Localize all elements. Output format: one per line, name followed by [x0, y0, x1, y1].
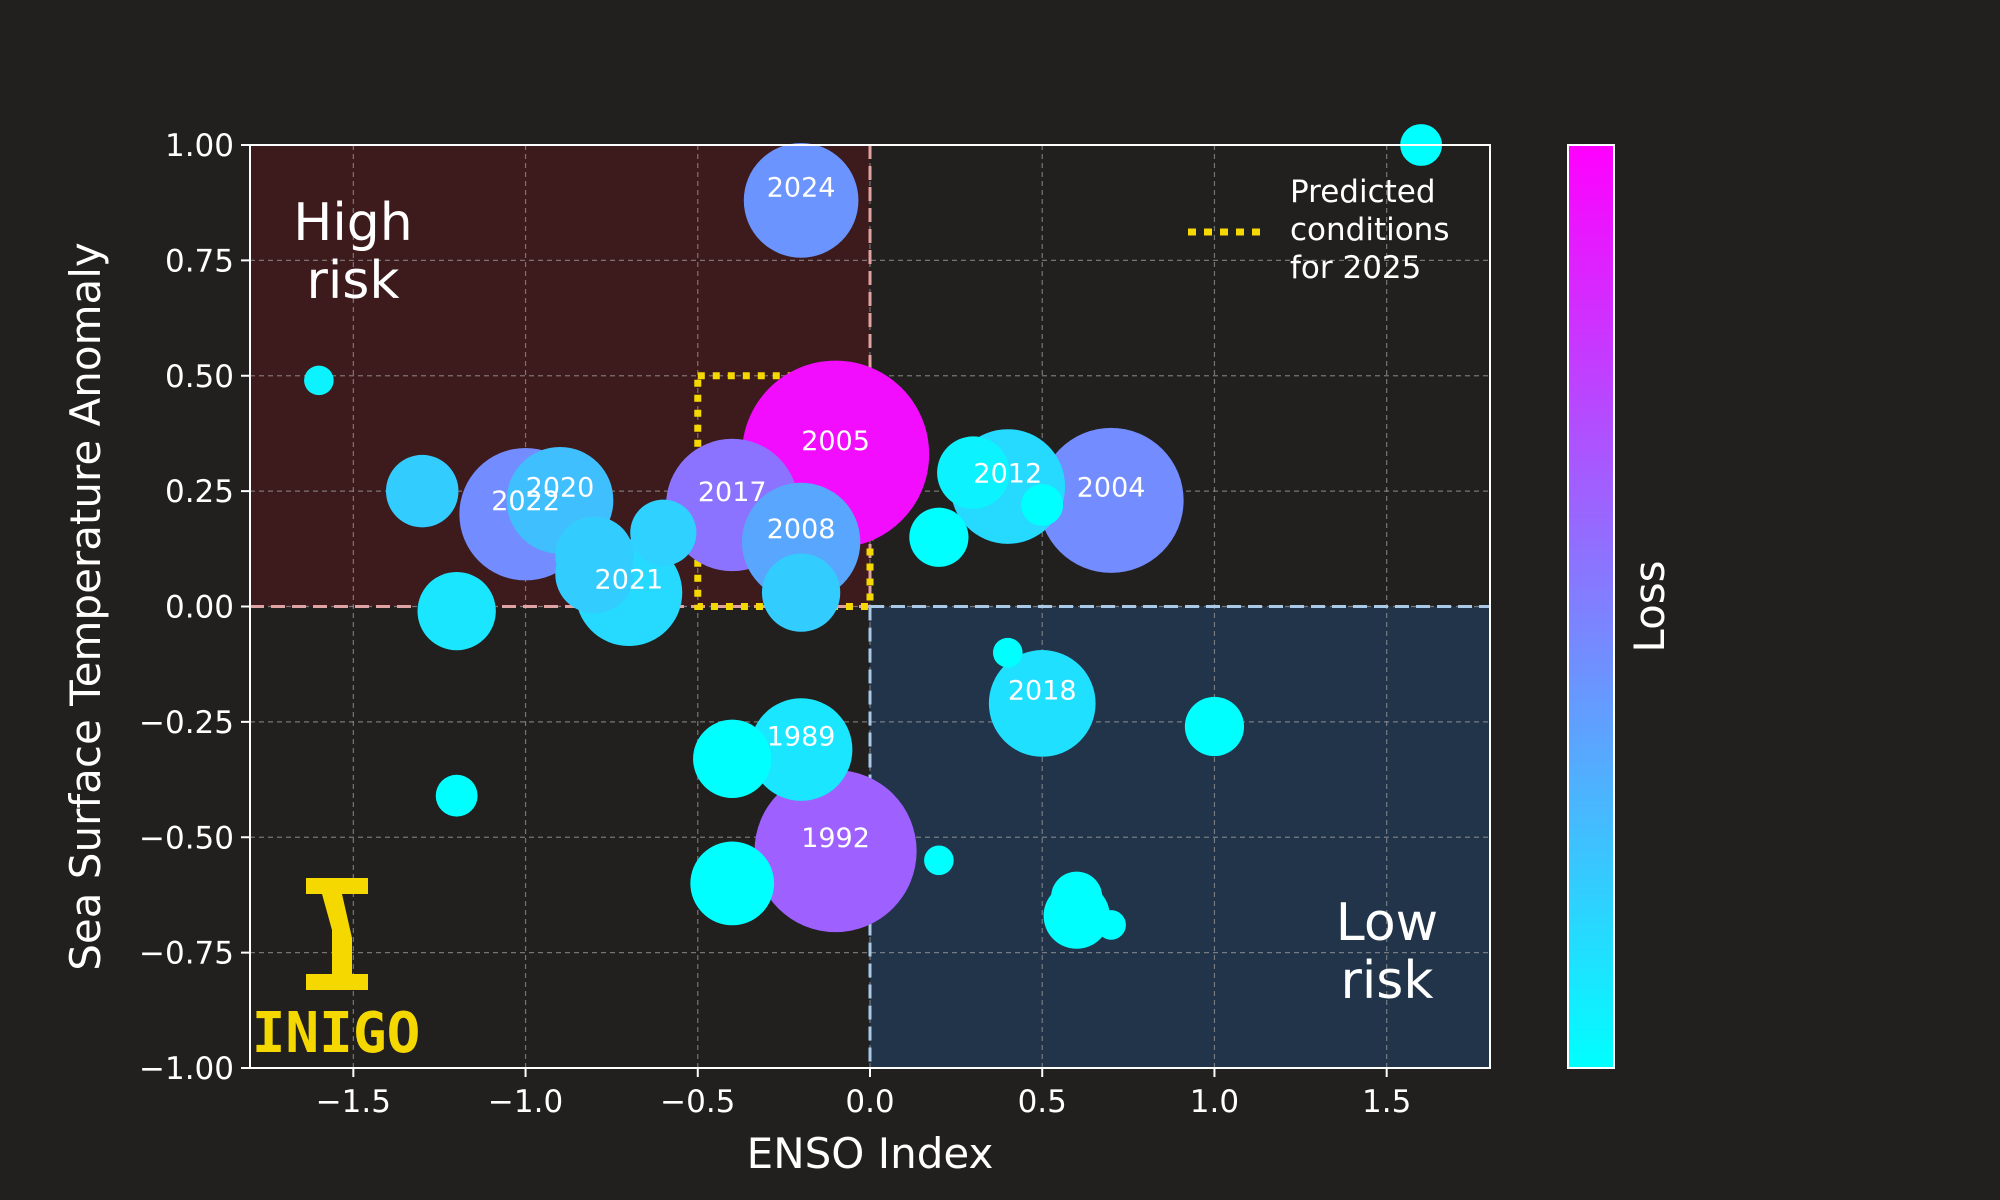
point-2018: [988, 650, 1096, 757]
year-label-1989: 1989: [767, 722, 836, 753]
point: [1051, 871, 1103, 923]
point-1992: [754, 770, 917, 933]
legend-text-line: conditions: [1290, 212, 1449, 248]
point: [1096, 910, 1126, 940]
colorbar: Loss: [1567, 144, 1674, 1069]
y-tick-label: 1.00: [165, 128, 234, 164]
y-tick-label: −0.50: [139, 820, 234, 856]
x-tick-label: 0.5: [1018, 1084, 1067, 1120]
y-axis-label: Sea Surface Temperature Anomaly: [61, 242, 110, 971]
legend-text-line: Predicted: [1290, 174, 1436, 210]
point-2024: [743, 143, 859, 258]
point-2004: [1038, 427, 1184, 573]
year-label-2008: 2008: [767, 514, 836, 545]
year-label-2004: 2004: [1077, 472, 1146, 503]
inigo-logo-mark-icon: [306, 878, 368, 990]
x-tick-label: 0.0: [845, 1084, 894, 1120]
year-label-2012: 2012: [973, 459, 1042, 490]
point: [690, 841, 775, 926]
x-axis-label: ENSO Index: [747, 1129, 994, 1178]
logo-text: INIGO: [252, 1001, 421, 1066]
point: [1184, 696, 1245, 757]
point: [1021, 484, 1064, 526]
y-tick-label: −1.00: [139, 1051, 234, 1087]
point-1989: [749, 698, 853, 801]
y-tick-label: 0.25: [165, 474, 234, 510]
inigo-logo: INIGO: [252, 878, 421, 1066]
point: [761, 553, 841, 632]
zone-label-line: risk: [306, 251, 399, 311]
colorbar-label: Loss: [1625, 560, 1674, 652]
y-tick-label: −0.75: [139, 936, 234, 972]
point: [693, 719, 772, 798]
point: [417, 571, 496, 651]
point: [385, 454, 459, 528]
y-tick-label: 0.75: [165, 243, 234, 279]
legend-text-line: for 2025: [1290, 250, 1421, 286]
year-label-2018: 2018: [1008, 675, 1077, 706]
x-tick-label: −1.5: [316, 1084, 391, 1120]
colorbar-gradient: [1567, 144, 1615, 1069]
zone-label-line: High: [293, 193, 413, 253]
year-label-1992: 1992: [801, 823, 870, 854]
year-label-2017: 2017: [698, 477, 767, 508]
year-label-2022: 2022: [491, 486, 560, 517]
x-tick-label: 1.5: [1362, 1084, 1411, 1120]
point: [555, 535, 634, 614]
year-label-2021: 2021: [595, 565, 664, 596]
x-tick-label: −0.5: [660, 1084, 735, 1120]
year-label-2020: 2020: [526, 472, 595, 503]
axes: −1.5 −1.0 −0.5 0.0 0.5 1.0 1.5 1.00 0.75 0.50 0.25…: [61, 128, 1491, 1178]
point: [435, 774, 478, 817]
year-label-2024: 2024: [767, 172, 836, 203]
y-tick-label: 0.00: [165, 590, 234, 626]
point: [924, 845, 954, 876]
y-tick-label: 0.50: [165, 359, 234, 395]
y-tick-label: −0.25: [139, 705, 234, 741]
point: [937, 436, 1010, 509]
data-points: [304, 124, 1443, 949]
zone-label-line: risk: [1340, 951, 1433, 1011]
year-label-2005: 2005: [801, 426, 870, 457]
x-tick-label: 1.0: [1190, 1084, 1239, 1120]
zone-label-line: Low: [1336, 893, 1438, 953]
point: [630, 499, 697, 566]
point: [992, 637, 1023, 668]
x-tick-label: −1.0: [488, 1084, 563, 1120]
point: [909, 507, 969, 567]
point: [304, 365, 334, 396]
